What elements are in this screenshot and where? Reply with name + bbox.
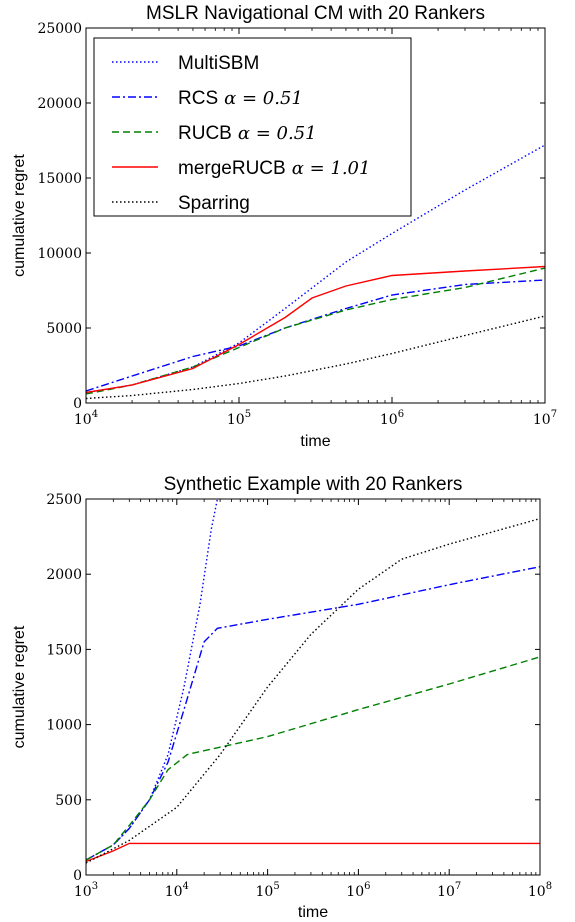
y-axis-label: cumulative regret (11, 154, 28, 277)
y-tick-label: 15000 (37, 171, 82, 187)
x-tick-label: 105 (255, 881, 279, 900)
y-tick-label: 0 (73, 396, 82, 412)
x-tick-label: 105 (227, 409, 251, 428)
series-group (86, 499, 540, 864)
y-tick-label: 10000 (37, 246, 82, 262)
x-tick-label: 103 (74, 881, 98, 900)
plot-frame (85, 27, 546, 404)
x-tick-label: 108 (528, 881, 552, 900)
series-line-rucb (86, 656, 540, 861)
x-axis-label: time (298, 904, 328, 921)
legend-label: MultiSBM (178, 53, 259, 74)
plot-frame (85, 498, 541, 876)
y-tick-label: 1000 (46, 718, 82, 734)
series-line-mergerucb (86, 265, 545, 394)
x-tick-label: 107 (533, 409, 557, 428)
series-line-sparring (86, 315, 545, 400)
y-tick-label: 0 (73, 868, 82, 884)
legend-label: RUCB α = 0.51 (178, 123, 317, 144)
chart-title: MSLR Navigational CM with 20 Rankers (146, 3, 485, 24)
legend-box (93, 37, 412, 217)
x-tick-label: 104 (165, 881, 189, 900)
y-tick-label: 500 (55, 793, 82, 809)
series-line-rcs (86, 566, 540, 861)
legend: MultiSBM RCS α = 0.51 RUCB α = 0.51 mergeRUCB… (93, 37, 412, 217)
y-tick-label: 20000 (37, 96, 82, 112)
y-tick-label: 25000 (37, 21, 82, 37)
y-tick-label: 5000 (46, 321, 82, 337)
y-tick-label: 2500 (46, 492, 82, 508)
series-group (86, 144, 545, 400)
x-tick-label: 106 (380, 409, 404, 428)
chart-2: Synthetic Example with 20 Rankers 0 500 100… (11, 474, 552, 921)
chart-1: MSLR Navigational CM with 20 Rankers 0 500… (11, 3, 557, 450)
x-tick-label: 106 (346, 881, 370, 900)
y-tick-label: 1500 (46, 642, 82, 658)
x-axis-label: time (300, 433, 330, 450)
x-tick-label: 107 (437, 881, 461, 900)
y-axis-label: cumulative regret (11, 625, 28, 748)
legend-label: Sparring (178, 193, 250, 214)
legend-label: mergeRUCB α = 1.01 (178, 158, 370, 179)
x-tick-label: 104 (74, 409, 98, 428)
series-line-rucb (86, 267, 545, 395)
y-tick-label: 2000 (46, 567, 82, 583)
series-line-sparring (86, 517, 540, 864)
legend-label: RCS α = 0.51 (178, 88, 303, 109)
series-line-multisbm (86, 499, 219, 861)
chart-title: Synthetic Example with 20 Rankers (164, 474, 463, 495)
series-line-mergerucb (86, 842, 540, 863)
